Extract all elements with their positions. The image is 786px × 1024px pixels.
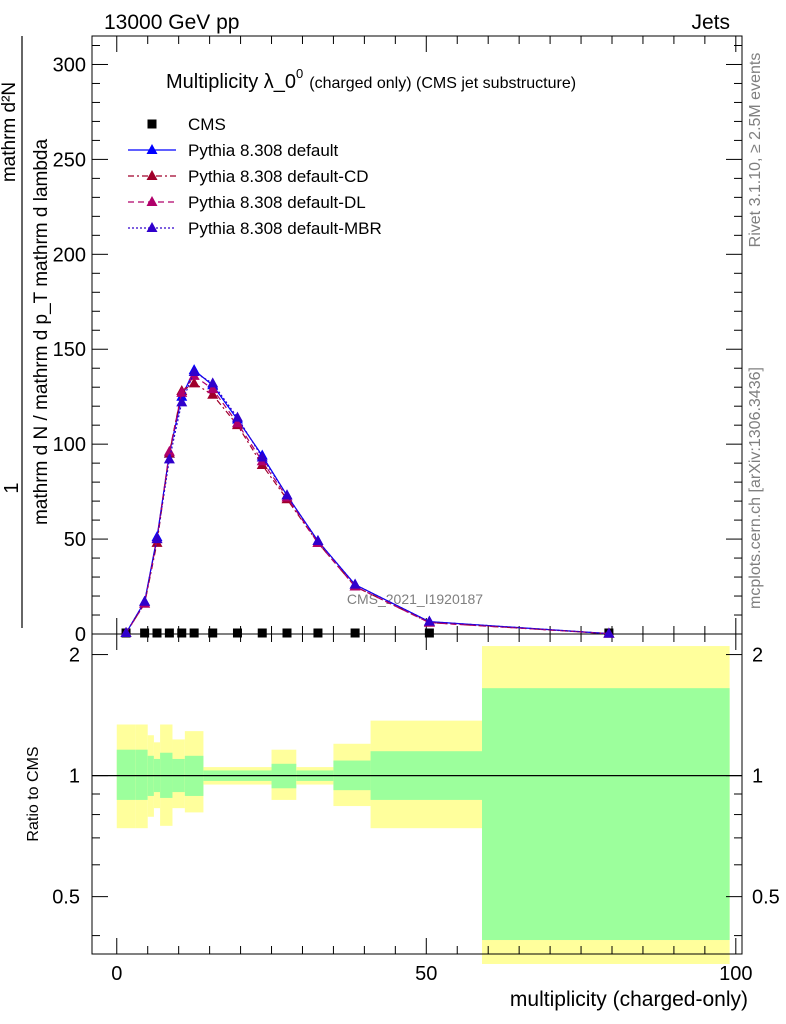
x-tick-label: 0: [111, 963, 122, 985]
legend-marker: [146, 144, 158, 154]
x-tick-label: 50: [415, 963, 437, 985]
mc-point: [188, 366, 200, 377]
cms-point: [282, 628, 292, 638]
y-tick-label: 100: [53, 434, 86, 456]
cms-point: [177, 628, 187, 638]
mc-point: [603, 627, 615, 638]
ylabel-top: 1: [1, 482, 23, 493]
y-tick-label: 150: [53, 339, 86, 361]
x-tick-label: 100: [719, 963, 752, 985]
y-tick-label: 50: [64, 529, 86, 551]
mc-point: [163, 445, 175, 456]
chart-title: Multiplicity λ_00 (charged only) (CMS jet…: [166, 66, 576, 93]
ratio-band-inner: [135, 749, 148, 800]
cms-point: [313, 628, 323, 638]
legend-marker: [146, 196, 158, 206]
mcplots-label: mcplots.cern.ch [arXiv:1306.3436]: [747, 367, 764, 609]
header-left: 13000 GeV pp: [104, 11, 239, 34]
ratio-y-tick-label-right: 0.5: [752, 887, 780, 909]
y-tick-label: 0: [75, 624, 86, 646]
mc-point: [207, 377, 219, 388]
mc-point: [349, 578, 361, 589]
cms-point: [424, 628, 434, 638]
ratio-band-inner: [116, 749, 136, 800]
cms-point: [152, 628, 162, 638]
mc-point: [281, 489, 293, 500]
ratio-axes: 0.5 0.5 1 1 2 2 0 50 100: [52, 634, 780, 985]
y-tick-label: 300: [53, 54, 86, 76]
mc-point: [176, 386, 188, 397]
y-tick-label: 250: [53, 149, 86, 171]
ratio-y-tick-label-right: 2: [752, 645, 763, 667]
mc-point: [207, 383, 219, 394]
watermark: CMS_2021_I1920187: [347, 591, 483, 607]
legend-label: Pythia 8.308 default: [188, 141, 339, 160]
series-line: [125, 374, 609, 635]
mc-point: [256, 451, 268, 462]
title-sup: 0: [296, 66, 303, 81]
series-line: [125, 371, 609, 635]
ratio-ylabel: Ratio to CMS: [25, 746, 42, 841]
mc-point: [151, 533, 163, 544]
legend-marker: [146, 170, 158, 180]
legend-marker: [147, 119, 157, 129]
ratio-y-tick-label: 1: [69, 766, 80, 788]
series-layer: [120, 364, 615, 638]
y-tick-label: 200: [53, 244, 86, 266]
header-right: Jets: [691, 11, 730, 34]
series-4: [120, 366, 615, 638]
legend: CMS Pythia 8.308 default Pythia 8.308 defa…: [128, 115, 382, 238]
cms-point: [232, 628, 242, 638]
mc-point: [312, 534, 324, 545]
mc-point: [188, 377, 200, 388]
mc-point: [207, 388, 219, 399]
ratio-bands: [116, 646, 730, 964]
legend-label: Pythia 8.308 default-CD: [188, 167, 369, 186]
legend-label: Pythia 8.308 default-MBR: [188, 219, 382, 238]
legend-marker: [146, 222, 158, 232]
ratio-y-tick-label-right: 1: [752, 766, 763, 788]
mc-point: [176, 396, 188, 407]
mc-point: [231, 417, 243, 428]
cms-point: [350, 628, 360, 638]
xlabel: multiplicity (charged-only): [510, 988, 748, 1011]
cms-point: [257, 628, 267, 638]
legend-label: Pythia 8.308 default-DL: [188, 193, 366, 212]
cms-point: [189, 628, 199, 638]
mc-point: [163, 453, 175, 464]
cms-point: [208, 628, 218, 638]
mc-point: [231, 411, 243, 422]
mc-point: [139, 595, 151, 606]
mc-point: [423, 615, 435, 626]
rivet-label: Rivet 3.1.10, ≥ 2.5M events: [747, 53, 764, 248]
ylabel-numerator: mathrm d²N: [0, 82, 20, 182]
ratio-band-inner: [482, 688, 730, 941]
legend-label: CMS: [188, 115, 226, 134]
ratio-y-tick-label: 0.5: [52, 887, 80, 909]
mc-point: [120, 627, 132, 638]
cms-point: [140, 628, 150, 638]
title-small: (charged only) (CMS jet substructure): [309, 75, 576, 92]
cms-point: [164, 628, 174, 638]
ylabel-denominator: mathrm d N / mathrm d p_T mathrm d lambd…: [31, 139, 52, 526]
ratio-y-tick-label: 2: [69, 645, 80, 667]
title-main: Multiplicity λ_0: [166, 71, 296, 93]
